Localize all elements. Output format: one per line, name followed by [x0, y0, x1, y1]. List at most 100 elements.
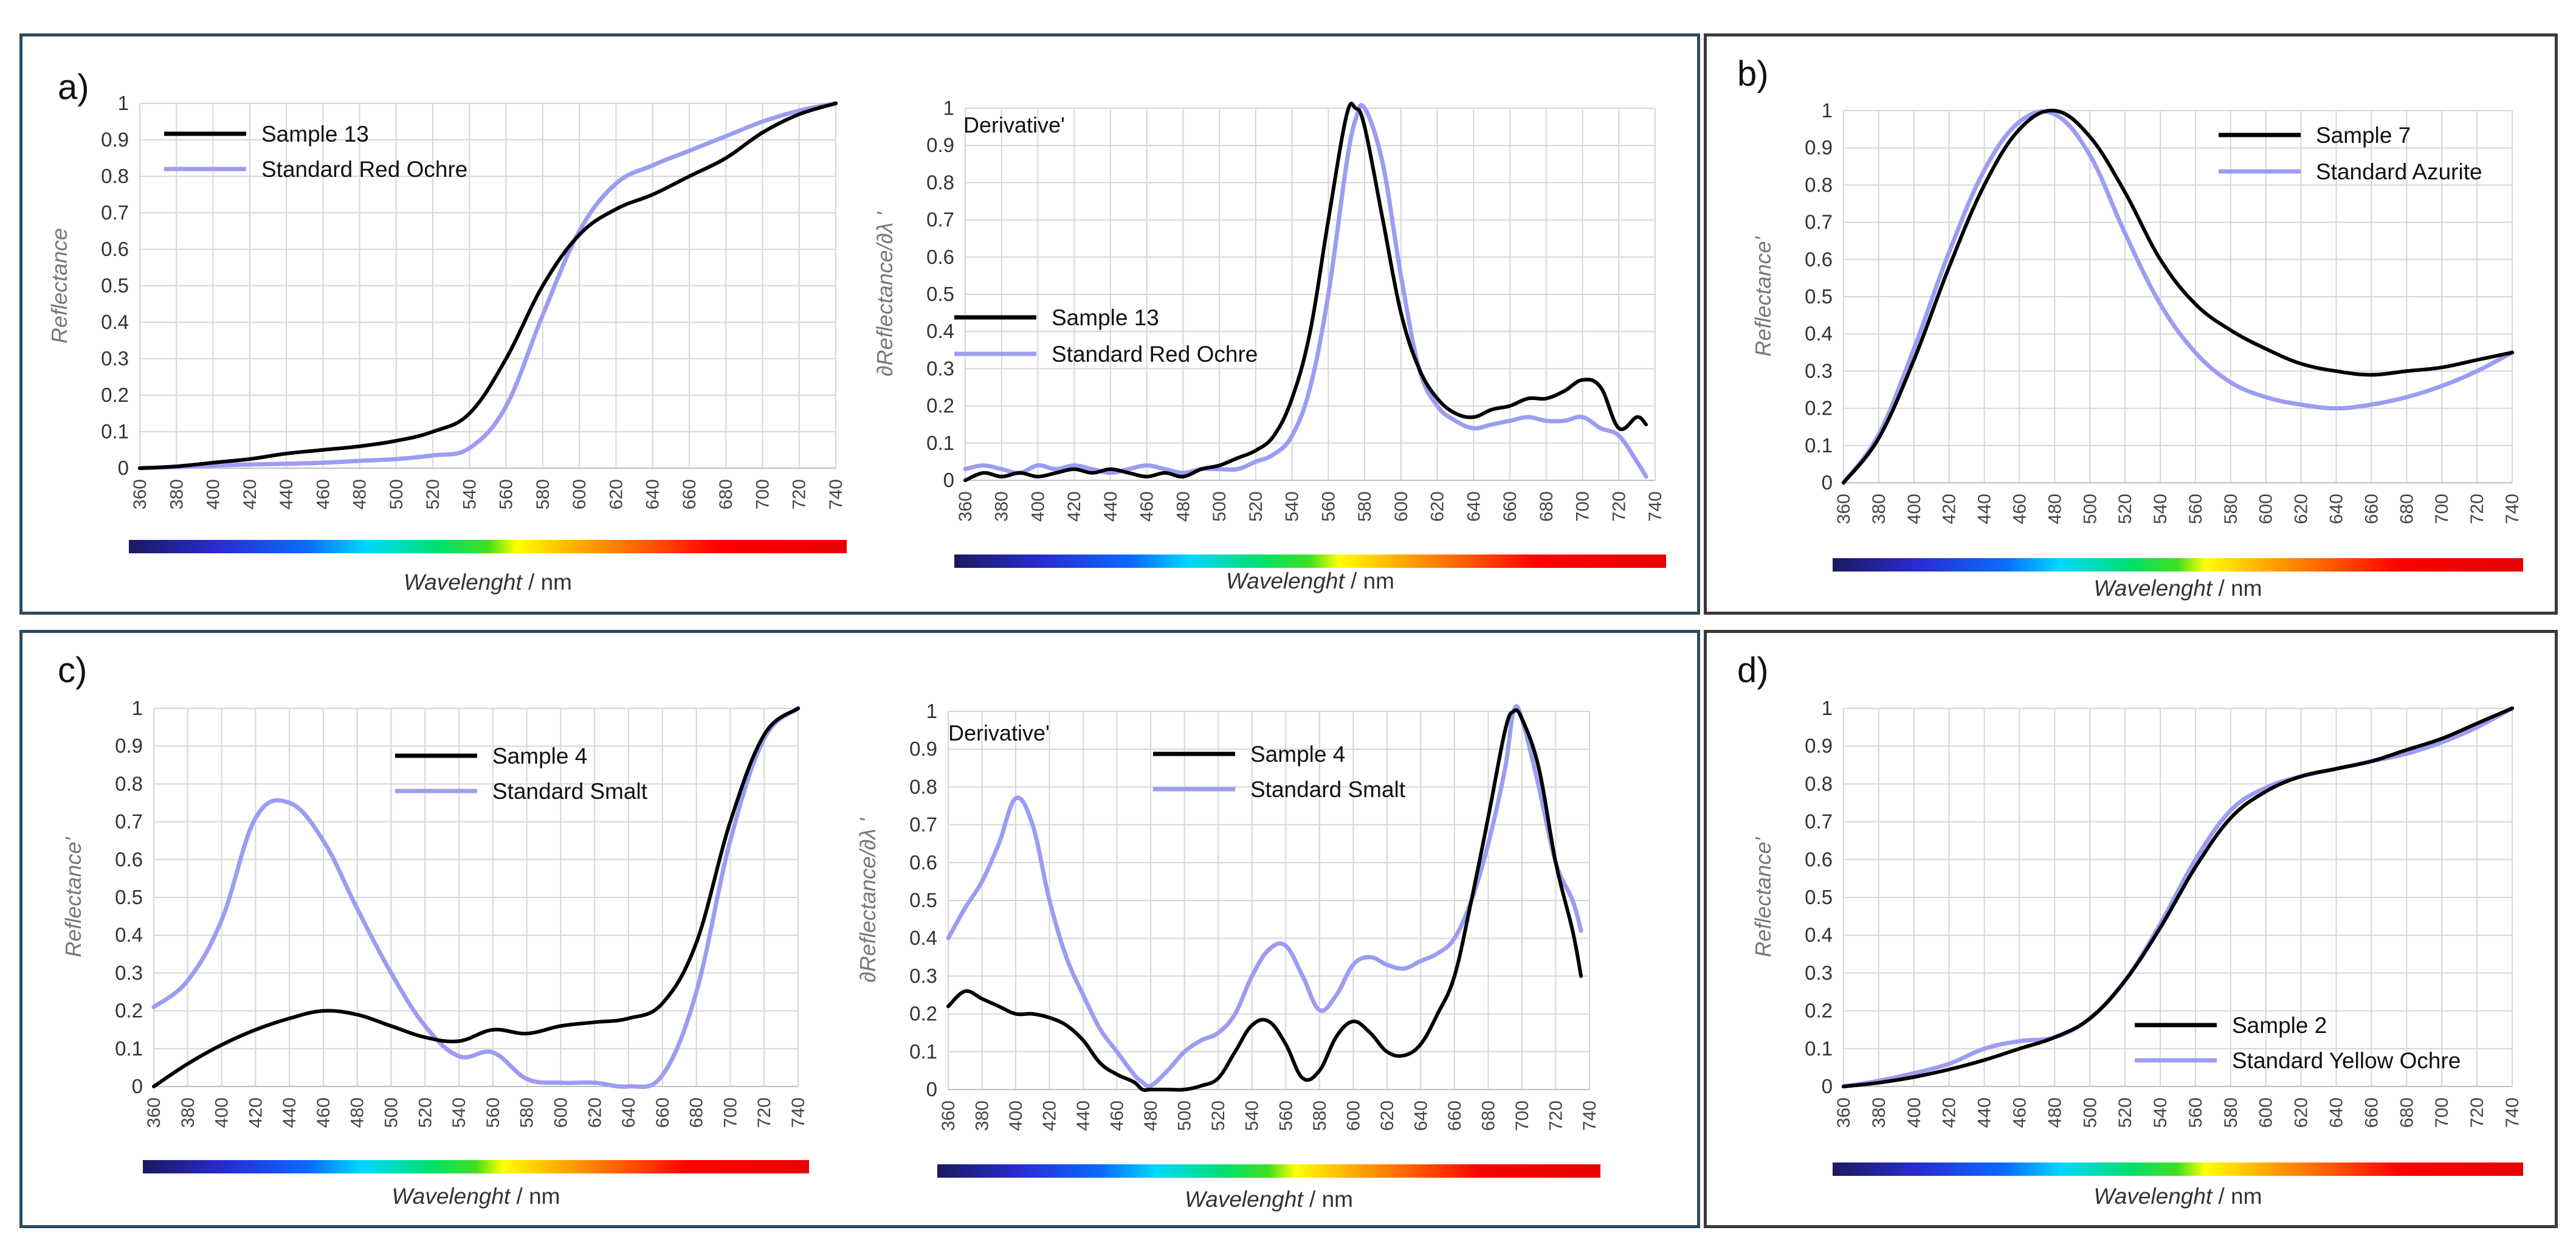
y-tick-label: 0.1 [1805, 434, 1833, 457]
derivative-annotation: Derivative' [963, 112, 1065, 137]
spectrum-color-bar [1833, 1162, 2523, 1176]
y-tick-label: 0.3 [1805, 359, 1833, 382]
y-tick-label: 0.4 [926, 320, 954, 342]
x-tick-label: 440 [1073, 1100, 1093, 1131]
y-tick-label: 0.2 [115, 1000, 143, 1022]
sample-series [152, 706, 800, 1088]
x-axis-label: Wavelenght / nm [392, 1184, 560, 1209]
y-tick-label: 0.2 [1805, 397, 1833, 420]
panel-b: b) [1704, 33, 2558, 615]
x-tick-label: 540 [1283, 491, 1303, 522]
x-tick-label: 580 [533, 479, 553, 510]
x-tick-label: 560 [483, 1097, 503, 1128]
x-tick-label: 520 [415, 1097, 435, 1128]
spectrum-color-bar [143, 1160, 809, 1173]
x-axis-label-name: Wavelenght [1226, 568, 1345, 593]
sample-series [1842, 108, 2514, 485]
x-axis-label-unit: / nm [2212, 576, 2262, 601]
x-tick-label: 360 [1834, 494, 1854, 524]
y-tick-label: 1 [132, 697, 143, 719]
panel-c: c) [19, 630, 1700, 1228]
y-tick-label: 0.5 [926, 283, 954, 305]
x-tick-label: 440 [277, 479, 297, 510]
x-tick-label: 640 [2327, 1097, 2347, 1128]
x-tick-label: 480 [348, 1097, 368, 1128]
x-tick-label: 600 [2256, 1097, 2276, 1128]
x-tick-label: 680 [2397, 1097, 2417, 1128]
x-tick-label: 440 [280, 1097, 300, 1128]
legend-label: Sample 4 [492, 744, 587, 769]
x-tick-label: 620 [606, 479, 626, 510]
legend-label: Standard Azurite [2316, 159, 2482, 184]
x-tick-label: 720 [2467, 1097, 2487, 1128]
x-tick-label: 360 [144, 1097, 164, 1128]
standard-series [151, 706, 801, 1090]
y-tick-label: 0.5 [1805, 886, 1833, 908]
series-line [1842, 108, 2514, 485]
y-tick-label: 0.9 [1805, 136, 1833, 159]
x-axis-label-unit: / nm [510, 1184, 560, 1209]
x-axis-label: Wavelenght / nm [404, 570, 572, 595]
y-tick-label: 1 [1822, 697, 1833, 719]
legend-label: Sample 7 [2316, 123, 2411, 148]
sample-series [1842, 706, 2514, 1088]
y-tick-label: 0.3 [115, 961, 143, 984]
y-tick-label: 0.5 [101, 274, 129, 297]
x-tick-label: 520 [2115, 494, 2135, 524]
x-tick-label: 580 [2221, 1097, 2241, 1128]
x-axis-label-name: Wavelenght [1185, 1187, 1304, 1212]
y-tick-label: 0.6 [1805, 848, 1833, 871]
legend: Sample 7 Standard Azurite [2219, 123, 2482, 184]
y-tick-label: 0.2 [101, 384, 129, 406]
x-tick-label: 660 [653, 1097, 673, 1128]
y-tick-label: 0.4 [115, 924, 143, 946]
x-tick-label: 560 [1276, 1100, 1296, 1131]
y-tick-label: 0.4 [909, 927, 937, 949]
x-tick-label: 380 [992, 491, 1012, 522]
x-axis-label: Wavelenght / nm [1226, 568, 1394, 593]
legend-label: Standard Smalt [492, 779, 648, 804]
y-tick-label: 0.1 [926, 432, 954, 454]
legend-label: Sample 13 [261, 122, 369, 147]
y-tick-label: 0 [132, 1075, 143, 1097]
series-line [963, 103, 1648, 479]
spectrum-color-bar [937, 1164, 1600, 1178]
x-tick-label: 500 [1175, 1100, 1195, 1131]
x-tick-label: 700 [752, 479, 773, 510]
y-axis-label: ∂Reflectance/∂λ ' [872, 212, 897, 376]
x-tick-label: 500 [387, 479, 407, 510]
x-tick-label: 740 [2502, 494, 2523, 524]
legend-label: Sample 13 [1052, 305, 1159, 330]
chart-a-reflectance: 360 380 400 420 440 460 480 500 520 540 560 580 600 6… [47, 92, 847, 595]
chart-b-reflectance: 360 380 400 420 440 460 480 500 520 540 560 580 600 6… [1751, 99, 2523, 601]
chart-c-reflectance: 360 380 400 420 440 460 480 500 520 540 560 580 600 6… [61, 697, 809, 1209]
series-line [1841, 109, 2515, 485]
gridlines [965, 108, 1656, 481]
x-tick-label: 360 [1834, 1097, 1854, 1128]
y-tick-label: 0.2 [926, 395, 954, 417]
y-axis-label: Reflectance' [1751, 837, 1775, 957]
x-tick-label: 380 [178, 1097, 198, 1128]
y-tick-label: 0.7 [101, 201, 129, 224]
y-tick-label: 0.8 [909, 775, 937, 798]
x-axis-label: Wavelenght / nm [2094, 576, 2262, 601]
x-tick-label: 540 [449, 1097, 469, 1128]
panel-label-d: d) [1737, 651, 1769, 690]
x-tick-label: 500 [2080, 1097, 2100, 1128]
y-tick-label: 0.7 [1805, 211, 1833, 233]
x-tick-label: 520 [2115, 1097, 2135, 1128]
x-tick-label: 360 [956, 491, 976, 522]
y-axis-label: Reflectance' [61, 837, 86, 957]
y-tick-label: 0.6 [115, 848, 143, 871]
x-tick-label: 600 [570, 479, 590, 510]
series-line [946, 704, 1583, 1089]
x-tick-label: 420 [1940, 494, 1960, 524]
x-axis-label-unit: / nm [522, 570, 572, 595]
legend-label: Standard Smalt [1250, 777, 1406, 802]
y-tick-label: 0 [943, 469, 954, 491]
x-tick-label: 440 [1975, 1097, 1995, 1128]
y-tick-label: 0.2 [1805, 1000, 1833, 1022]
gridlines [948, 711, 1590, 1090]
legend-label: Standard Yellow Ochre [2232, 1048, 2461, 1073]
